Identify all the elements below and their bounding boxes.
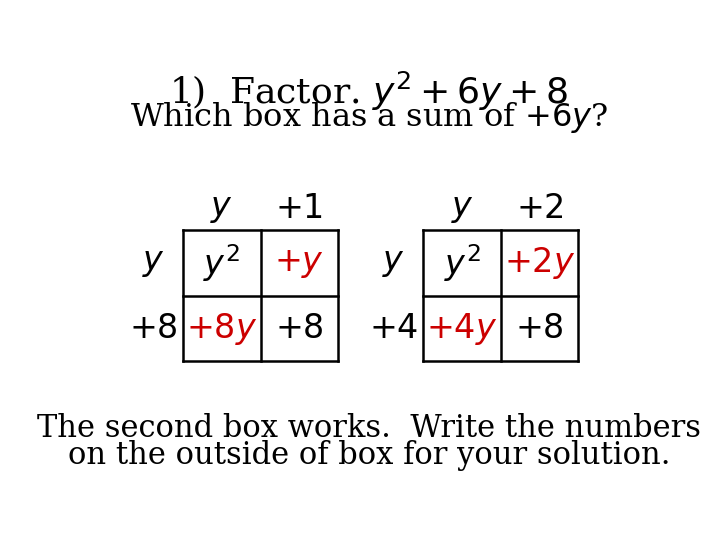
Text: $+8$: $+8$ (275, 313, 324, 345)
Text: $+1$: $+1$ (275, 193, 323, 225)
Text: $+4$: $+4$ (369, 313, 418, 345)
Text: $+4y$: $+4y$ (426, 310, 498, 347)
Text: $y$: $y$ (210, 193, 233, 225)
Text: 1)  Factor. $y^2 + 6y + 8$: 1) Factor. $y^2 + 6y + 8$ (169, 70, 569, 113)
Text: $y$: $y$ (382, 247, 405, 279)
Text: on the outside of box for your solution.: on the outside of box for your solution. (68, 441, 670, 471)
Text: $y$: $y$ (451, 193, 474, 225)
Text: $+2$: $+2$ (516, 193, 564, 225)
Text: $y^2$: $y^2$ (444, 242, 480, 284)
Text: $+8$: $+8$ (515, 313, 564, 345)
Text: Which box has a sum of $+ 6y$?: Which box has a sum of $+ 6y$? (130, 100, 608, 134)
Text: $+8y$: $+8y$ (186, 310, 258, 347)
Text: $y$: $y$ (142, 247, 165, 279)
Text: The second box works.  Write the numbers: The second box works. Write the numbers (37, 413, 701, 444)
Text: $+y$: $+y$ (274, 247, 324, 280)
Text: $+2y$: $+2y$ (504, 245, 575, 281)
Text: $+8$: $+8$ (129, 313, 178, 345)
Text: $y^2$: $y^2$ (203, 242, 240, 284)
